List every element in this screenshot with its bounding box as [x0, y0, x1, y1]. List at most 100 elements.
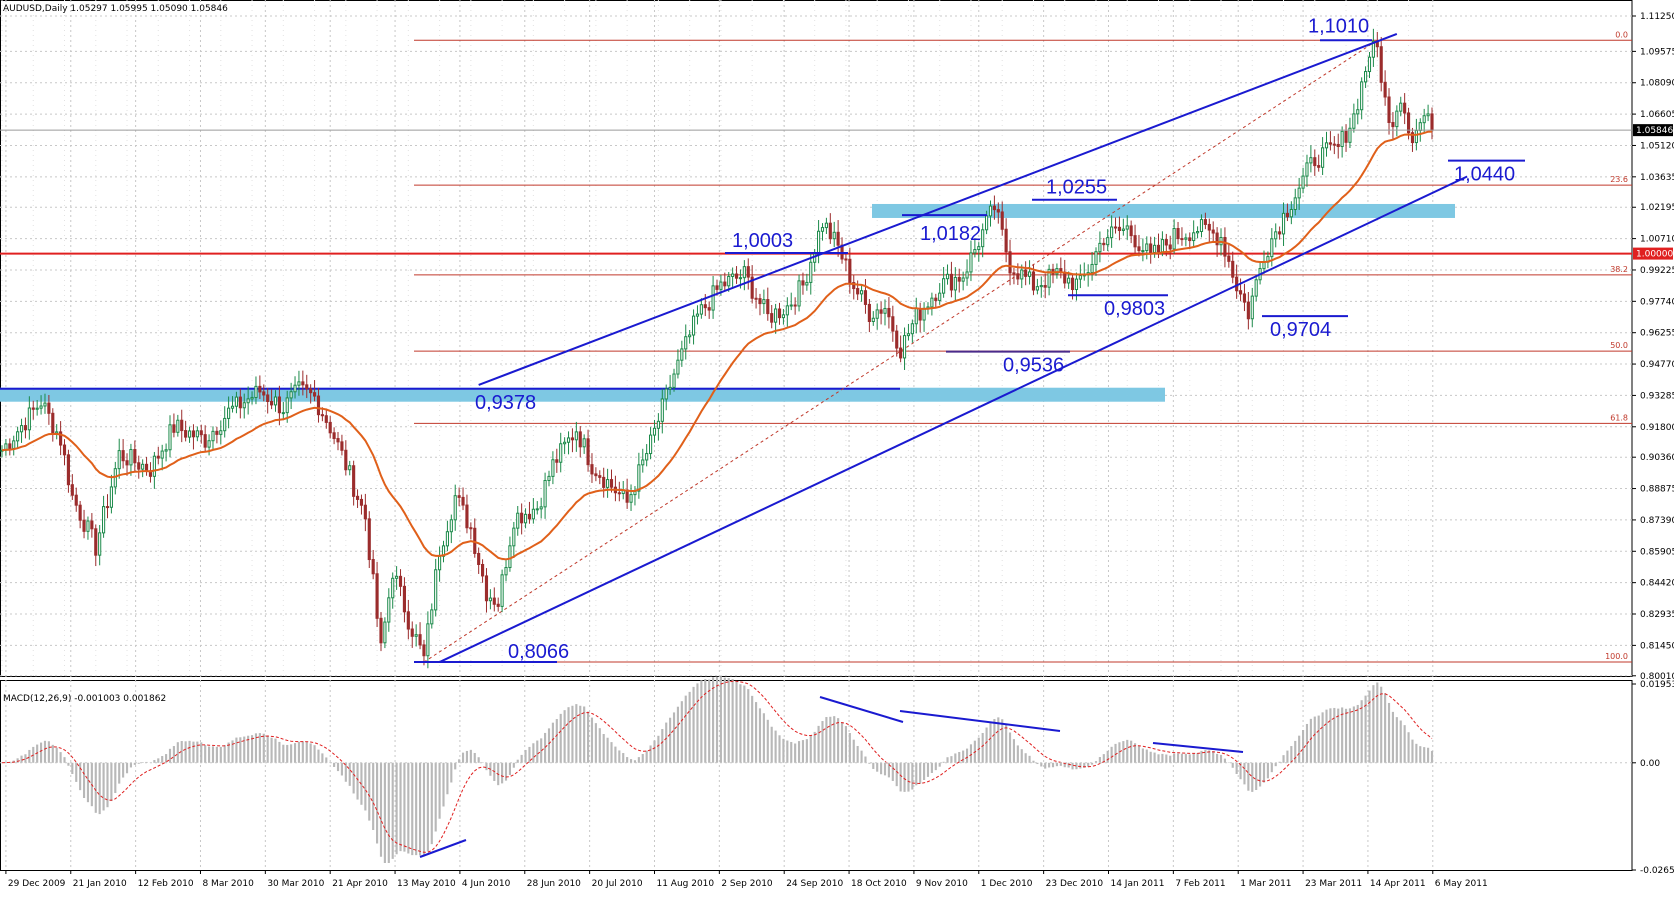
candle-body — [1117, 226, 1122, 231]
candle-body — [1321, 147, 1325, 168]
annotation-label: 1,0255 — [1046, 177, 1107, 199]
candle-body — [1153, 244, 1157, 253]
candle-body — [1172, 228, 1176, 250]
candle-body — [1129, 225, 1133, 237]
candle-body — [985, 215, 989, 231]
candle-body — [942, 278, 946, 294]
x-tick-label: 8 Mar 2010 — [202, 879, 254, 889]
candle-body — [1180, 238, 1184, 241]
candle-body — [27, 407, 31, 431]
candle-body — [793, 304, 797, 307]
annotation-label: 0,8066 — [508, 641, 569, 663]
candle-body — [918, 308, 922, 321]
candle-body — [899, 347, 903, 359]
candle-body — [1188, 237, 1192, 242]
chart-header: AUDUSD,Daily 1.05297 1.05995 1.05090 1.0… — [3, 4, 228, 14]
candle-body — [1156, 244, 1161, 253]
candle-body — [645, 453, 649, 461]
candle-body — [94, 528, 98, 556]
candle-body — [664, 388, 668, 400]
y-tick-label: 0.87390 — [1640, 516, 1674, 526]
x-tick-label: 13 May 2010 — [397, 879, 456, 889]
candle-body — [820, 227, 825, 232]
candle-body — [1145, 243, 1149, 252]
macd-divergence-line — [899, 710, 1061, 732]
candle-body — [1238, 290, 1243, 295]
candle-body — [1305, 162, 1309, 177]
candle-body — [875, 309, 879, 319]
candle-body — [715, 285, 719, 290]
candle-body — [379, 617, 383, 644]
candle-body — [1297, 187, 1301, 199]
x-tick-label: 6 May 2011 — [1435, 879, 1488, 889]
candle-body — [1348, 127, 1352, 143]
candle-body — [8, 443, 12, 449]
candle-body — [1137, 246, 1141, 252]
annotation-label: 1,1010 — [1308, 15, 1369, 37]
candle-body — [1301, 175, 1305, 189]
candle-body — [254, 385, 258, 398]
candle-body — [699, 304, 703, 315]
candle-body — [51, 412, 55, 434]
annotation-label: 0,9378 — [475, 392, 536, 414]
candle-body — [1004, 228, 1008, 253]
candle-body — [1215, 232, 1219, 246]
candle-body — [1293, 197, 1297, 210]
candle-body — [1047, 268, 1051, 288]
candle-body — [191, 430, 196, 438]
candle-body — [988, 205, 993, 217]
candle-body — [969, 252, 973, 273]
candle-body — [258, 385, 262, 393]
candle-body — [1090, 263, 1094, 274]
candle-body — [856, 288, 860, 295]
candle-body — [23, 425, 28, 431]
candle-body — [1422, 115, 1426, 124]
candle-body — [531, 508, 535, 520]
candle-body — [1278, 231, 1282, 235]
candle-body — [734, 273, 739, 279]
candle-body — [199, 430, 203, 436]
candle-body — [1379, 46, 1383, 83]
candle-body — [105, 506, 110, 509]
x-tick-label: 2 Sep 2010 — [721, 879, 773, 889]
candle-body — [1332, 143, 1336, 146]
y-tick-label: 1.03635 — [1640, 173, 1674, 183]
x-tick-label: 24 Sep 2010 — [786, 879, 843, 889]
candle-body — [1246, 301, 1250, 320]
candle-body — [1016, 273, 1020, 280]
candle-body — [477, 552, 481, 565]
candle-body — [1242, 293, 1247, 303]
candle-body — [688, 334, 692, 338]
candle-body — [727, 275, 731, 287]
candle-body — [309, 388, 313, 394]
candle-body — [902, 335, 907, 359]
candle-body — [707, 307, 711, 311]
candle-body — [1043, 285, 1047, 288]
candle-body — [62, 444, 67, 456]
candle-body — [586, 438, 590, 466]
candle-body — [523, 513, 528, 524]
axes: 1.11250 1.09575 1.08090 1.06605 1.05120 1.036… — [5, 12, 1674, 889]
y-tick-label: 0.84420 — [1640, 579, 1674, 589]
y-tick-label: 0.90360 — [1640, 453, 1674, 463]
candle-body — [281, 412, 285, 415]
candle-body — [242, 402, 246, 409]
x-tick-label: 21 Apr 2010 — [332, 879, 388, 889]
candle-body — [66, 454, 70, 486]
candle-body — [676, 359, 680, 375]
candle-body — [1395, 110, 1399, 128]
x-tick-label: 28 Jun 2010 — [527, 879, 581, 889]
candle-body — [863, 290, 868, 305]
candle-body — [137, 462, 141, 470]
annotation-label: 0,9803 — [1104, 298, 1165, 320]
candle-body — [16, 431, 20, 442]
candle-body — [723, 281, 727, 287]
candle-body — [1012, 272, 1016, 275]
candlesticks: 1.05846 — [0, 28, 1673, 669]
annotation-label: 1,0440 — [1454, 164, 1515, 186]
candle-body — [832, 231, 836, 240]
y-tick-label: 0.85905 — [1640, 547, 1674, 557]
candle-body — [273, 396, 278, 406]
candle-body — [672, 373, 676, 388]
candle-body — [1121, 228, 1125, 231]
